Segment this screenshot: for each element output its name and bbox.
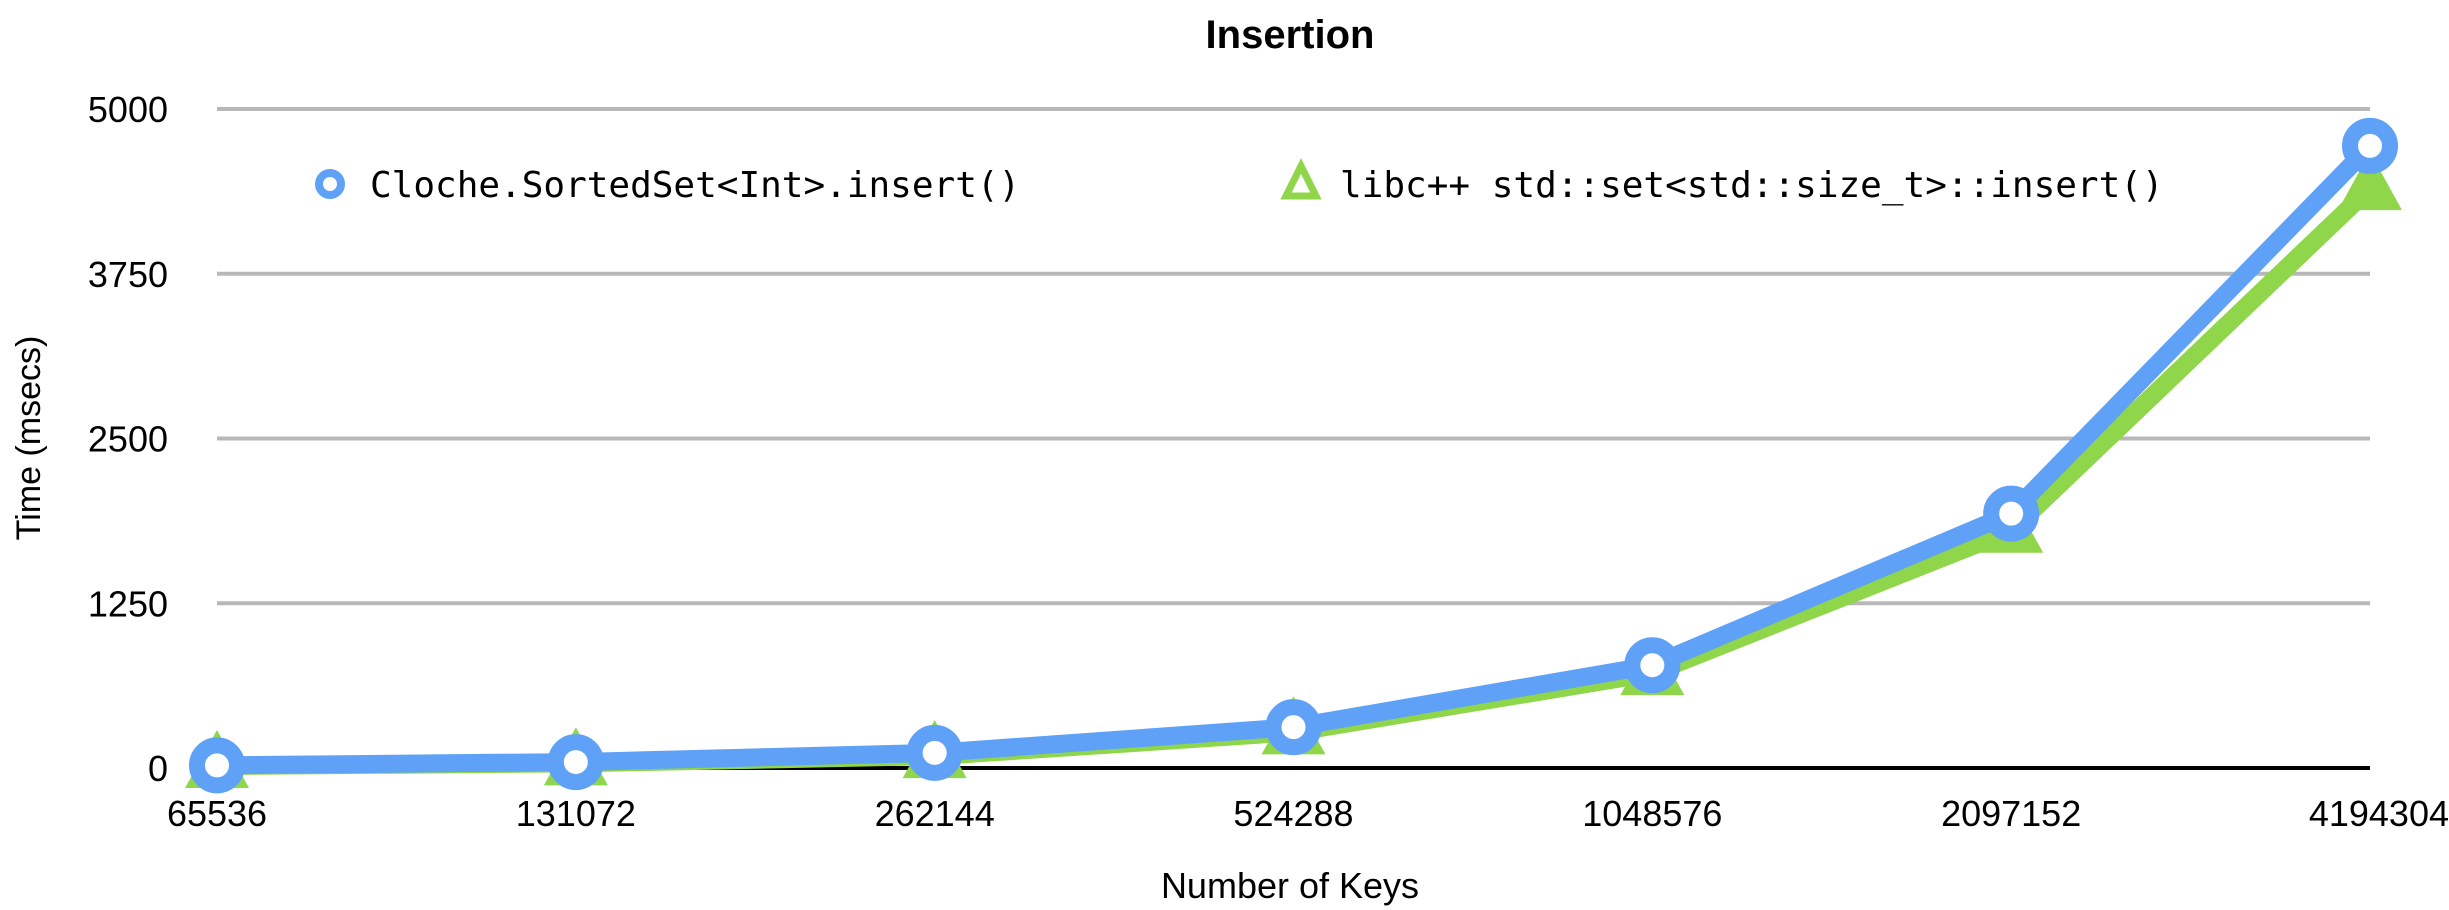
y-tick-label: 1250 (88, 583, 168, 624)
chart-title: Insertion (1206, 13, 1375, 57)
x-tick-label: 524288 (1233, 793, 1353, 834)
data-point-circle (1624, 637, 1681, 694)
data-point-triangle (2338, 152, 2402, 211)
data-point-circle (1983, 485, 2040, 542)
y-axis-ticks: 0 1250 2500 3750 5000 (88, 89, 168, 789)
y-axis-label: Time (msecs) (10, 336, 48, 541)
x-tick-label: 4194304 (2309, 793, 2449, 834)
grid-lines (217, 107, 2370, 770)
x-tick-label: 262144 (875, 793, 995, 834)
y-tick-label: 3750 (88, 254, 168, 295)
series-line-0 (216, 139, 2377, 775)
legend-label-cloche: Cloche.SortedSet<Int>.insert() (370, 165, 1020, 206)
legend: Cloche.SortedSet<Int>.insert() libc++ st… (315, 158, 2164, 206)
y-tick-label: 2500 (88, 419, 168, 460)
x-tick-label: 65536 (167, 793, 267, 834)
y-tick-label: 5000 (88, 89, 168, 130)
legend-triangle-marker-icon (1280, 158, 1322, 200)
data-point-circle (189, 737, 245, 794)
x-tick-label: 2097152 (1941, 793, 2081, 834)
y-tick-label: 0 (148, 748, 168, 789)
x-tick-label: 131072 (516, 793, 636, 834)
series-group (185, 117, 2402, 794)
legend-circle-marker-icon (315, 169, 345, 199)
data-point-circle (1265, 699, 1322, 756)
data-point-circle (547, 734, 604, 791)
x-axis-label: Number of Keys (1161, 865, 1419, 906)
data-point-circle (906, 724, 963, 781)
x-axis-ticks: 65536 131072 262144 524288 1048576 2097152 419… (167, 793, 2449, 834)
x-tick-label: 1048576 (1582, 793, 1722, 834)
data-point-circle (2342, 117, 2398, 174)
legend-label-libcxx: libc++ std::set<std::size_t>::insert() (1340, 165, 2164, 206)
